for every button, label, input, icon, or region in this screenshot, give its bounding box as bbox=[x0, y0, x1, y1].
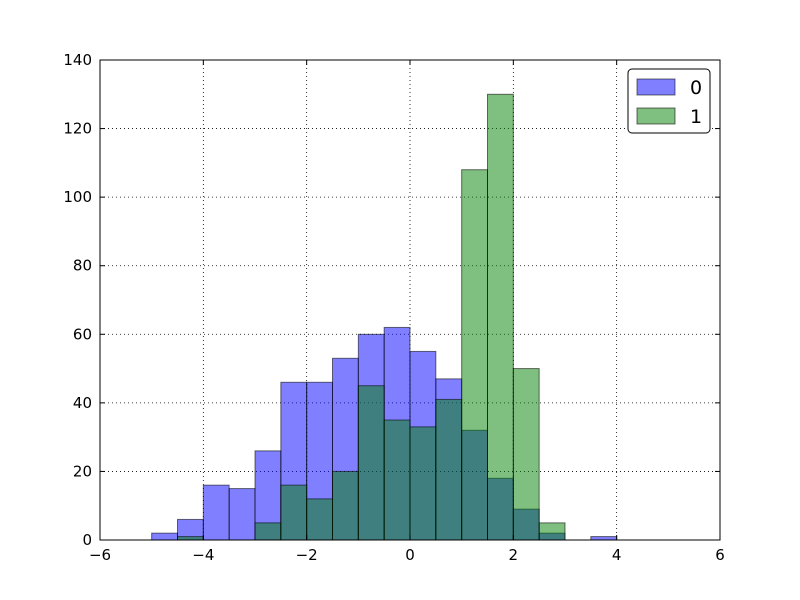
x-tick-label: −4 bbox=[192, 546, 214, 564]
histogram-bar-series-1 bbox=[487, 93, 514, 541]
histogram-bar-series-0 bbox=[228, 488, 256, 541]
legend: 01 bbox=[627, 68, 711, 134]
bars bbox=[151, 93, 618, 541]
x-tick-label: −2 bbox=[296, 546, 318, 564]
histogram-bar-series-1 bbox=[332, 470, 359, 541]
histogram-bar-series-0 bbox=[151, 532, 179, 541]
histogram-bar-series-1 bbox=[254, 522, 282, 541]
legend-label-series-0: 0 bbox=[690, 77, 702, 99]
legend-swatch-series-1 bbox=[636, 107, 676, 125]
histogram-bar-series-1 bbox=[177, 536, 204, 541]
x-tick-label: −6 bbox=[89, 546, 111, 564]
histogram-bar-series-1 bbox=[409, 426, 437, 541]
y-tick-label: 120 bbox=[63, 120, 92, 138]
histogram-bar-series-1 bbox=[357, 385, 385, 541]
histogram-bar-series-0 bbox=[202, 484, 230, 541]
x-tick-label: 2 bbox=[509, 546, 519, 564]
y-tick-label: 140 bbox=[63, 51, 92, 69]
x-tick-label: 0 bbox=[405, 546, 415, 564]
x-tick-label: 6 bbox=[715, 546, 725, 564]
x-tick-label: 4 bbox=[612, 546, 622, 564]
y-tick-label: 80 bbox=[73, 257, 92, 275]
histogram-bar-series-1 bbox=[538, 522, 566, 541]
histogram-bar-series-1 bbox=[306, 498, 333, 541]
y-tick-label: 100 bbox=[63, 188, 92, 206]
y-tick-label: 40 bbox=[73, 394, 92, 412]
histogram-bar-series-1 bbox=[280, 484, 308, 541]
histogram-bar-series-1 bbox=[435, 398, 463, 541]
histogram-bar-series-1 bbox=[512, 368, 540, 541]
legend-label-series-1: 1 bbox=[690, 106, 702, 128]
y-tick-label: 60 bbox=[73, 325, 92, 343]
histogram-bar-series-1 bbox=[461, 169, 488, 541]
y-tick-label: 0 bbox=[82, 531, 92, 549]
y-tick-label: 20 bbox=[73, 462, 92, 480]
legend-swatch-series-0 bbox=[636, 78, 676, 96]
histogram-bar-series-1 bbox=[383, 419, 411, 541]
histogram-bar-series-0 bbox=[590, 536, 618, 541]
